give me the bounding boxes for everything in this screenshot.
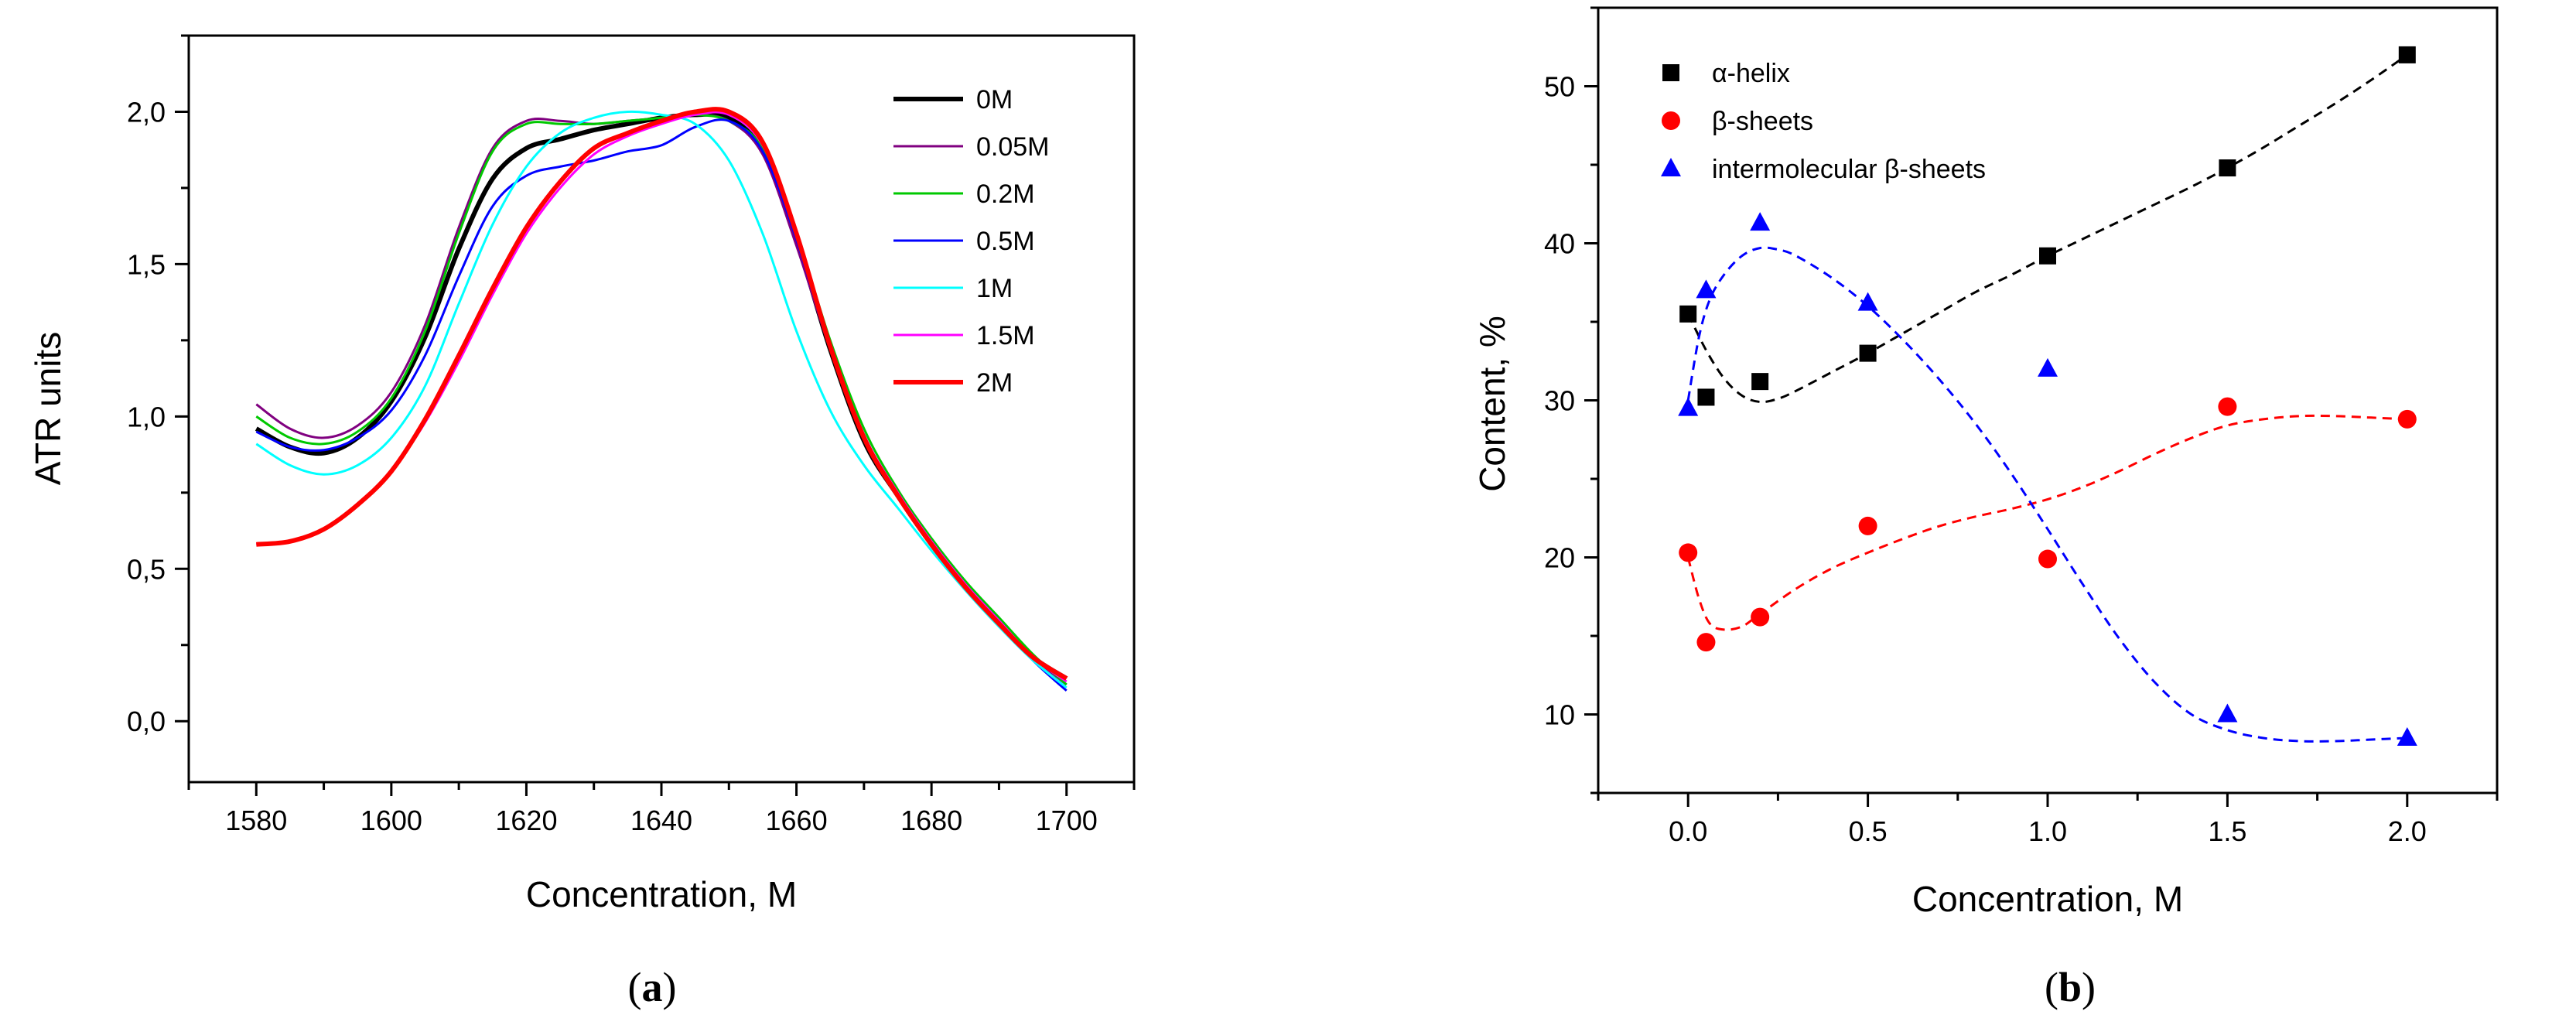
- y-tick-label: 1,5: [127, 248, 166, 280]
- panel-b: 0.0 0.5 1.0 1.5 2.0 10 20 30 40 50 Concentration…: [1472, 6, 2499, 1010]
- y-tick-label: 0,5: [127, 553, 166, 585]
- fit-curve-triangle: [1686, 246, 2407, 743]
- y-tick-label: 10: [1544, 699, 1575, 731]
- data-point-square: [2039, 247, 2056, 265]
- y-tick-label: 1,0: [127, 401, 166, 432]
- x-tick-label: 1580: [225, 805, 287, 836]
- panel-b-y-ticks: 10 20 30 40 50: [1544, 6, 1598, 795]
- fit-curve-square: [1686, 53, 2408, 404]
- data-point-square: [1679, 305, 1697, 323]
- y-tick-label: 30: [1544, 385, 1575, 417]
- data-point-square: [2219, 159, 2236, 177]
- data-point-circle: [2397, 409, 2417, 429]
- x-tick-label: 1680: [900, 805, 962, 836]
- panel-a-ylabel: ATR units: [28, 332, 68, 486]
- legend-label-0M: 0M: [976, 85, 1013, 114]
- legend-label-triangle: intermolecular β-sheets: [1712, 155, 1986, 184]
- series-line-2M: [256, 107, 1068, 681]
- data-point-square: [1859, 344, 1877, 362]
- x-tick-label: 1620: [495, 805, 557, 836]
- x-tick-label: 1640: [630, 805, 692, 836]
- x-tick-label: 1.5: [2208, 815, 2246, 847]
- panel-b-letter: b: [2058, 964, 2082, 1010]
- data-point-triangle: [1750, 212, 1771, 231]
- legend-marker-square: [1662, 64, 1679, 81]
- data-point-triangle: [2397, 726, 2417, 746]
- legend-label-1.5M: 1.5M: [976, 321, 1035, 350]
- data-point-circle: [1679, 543, 1698, 562]
- panel-b-legend: α-helix β-sheets intermolecular β-sheets: [1661, 59, 1986, 184]
- data-point-triangle: [2038, 357, 2058, 377]
- data-point-triangle: [1696, 279, 1717, 299]
- panel-a: 1580 1600 1620 1640 1660 1680 1700 0,0 0,5 1,0 1,…: [28, 34, 1136, 1010]
- legend-label-0.05M: 0.05M: [976, 132, 1050, 162]
- panel-b-xlabel: Concentration, M: [1912, 879, 2183, 919]
- legend-label-2M: 2M: [976, 368, 1013, 398]
- data-point-triangle: [2217, 703, 2238, 723]
- data-point-circle: [1858, 516, 1877, 535]
- legend-marker-triangle: [1661, 158, 1681, 176]
- y-tick-label: 50: [1544, 71, 1575, 103]
- y-tick-label: 40: [1544, 228, 1575, 260]
- data-point-square: [2398, 46, 2416, 63]
- data-point-triangle: [1857, 292, 1878, 311]
- panel-a-legend: 0M 0.05M 0.2M 0.5M 1M 1.5M 2M: [893, 85, 1050, 398]
- x-tick-label: 1700: [1036, 805, 1098, 836]
- data-point-circle: [1751, 607, 1770, 627]
- legend-label-circle: β-sheets: [1712, 107, 1813, 136]
- y-tick-label: 2,0: [127, 96, 166, 128]
- panel-b-x-ticks: 0.0 0.5 1.0 1.5 2.0: [1597, 793, 2499, 847]
- y-tick-label: 20: [1544, 542, 1575, 574]
- panel-a-lines: [255, 107, 1068, 692]
- legend-label-square: α-helix: [1712, 59, 1790, 88]
- legend-label-1M: 1M: [976, 274, 1013, 303]
- data-point-circle: [2218, 397, 2237, 416]
- panel-a-letter: a: [642, 964, 663, 1010]
- panel-a-label: (a): [628, 964, 677, 1010]
- x-tick-label: 0.5: [1849, 815, 1888, 847]
- panel-b-fit-curves: [1686, 53, 2408, 743]
- x-tick-label: 1660: [766, 805, 828, 836]
- panel-a-xlabel: Concentration, M: [526, 874, 797, 914]
- data-point-square: [1751, 373, 1769, 391]
- legend-label-0.2M: 0.2M: [976, 179, 1035, 209]
- fit-curve-circle: [1686, 414, 2407, 631]
- legend-label-0.5M: 0.5M: [976, 227, 1035, 256]
- panel-b-ylabel: Content, %: [1472, 316, 1512, 492]
- panel-a-y-ticks: 0,0 0,5 1,0 1,5 2,0: [127, 34, 189, 737]
- x-tick-label: 1.0: [2028, 815, 2067, 847]
- data-point-square: [1697, 388, 1715, 406]
- data-point-triangle: [1678, 397, 1699, 416]
- data-point-circle: [1696, 633, 1716, 652]
- x-tick-label: 2.0: [2388, 815, 2427, 847]
- data-point-circle: [2038, 549, 2057, 569]
- x-tick-label: 0.0: [1669, 815, 1707, 847]
- panel-b-label: (b): [2045, 964, 2096, 1010]
- panel-b-points: [1678, 46, 2417, 746]
- panel-a-x-ticks: 1580 1600 1620 1640 1660 1680 1700: [187, 782, 1136, 836]
- legend-marker-circle: [1662, 111, 1680, 130]
- x-tick-label: 1600: [360, 805, 422, 836]
- y-tick-label: 0,0: [127, 706, 166, 737]
